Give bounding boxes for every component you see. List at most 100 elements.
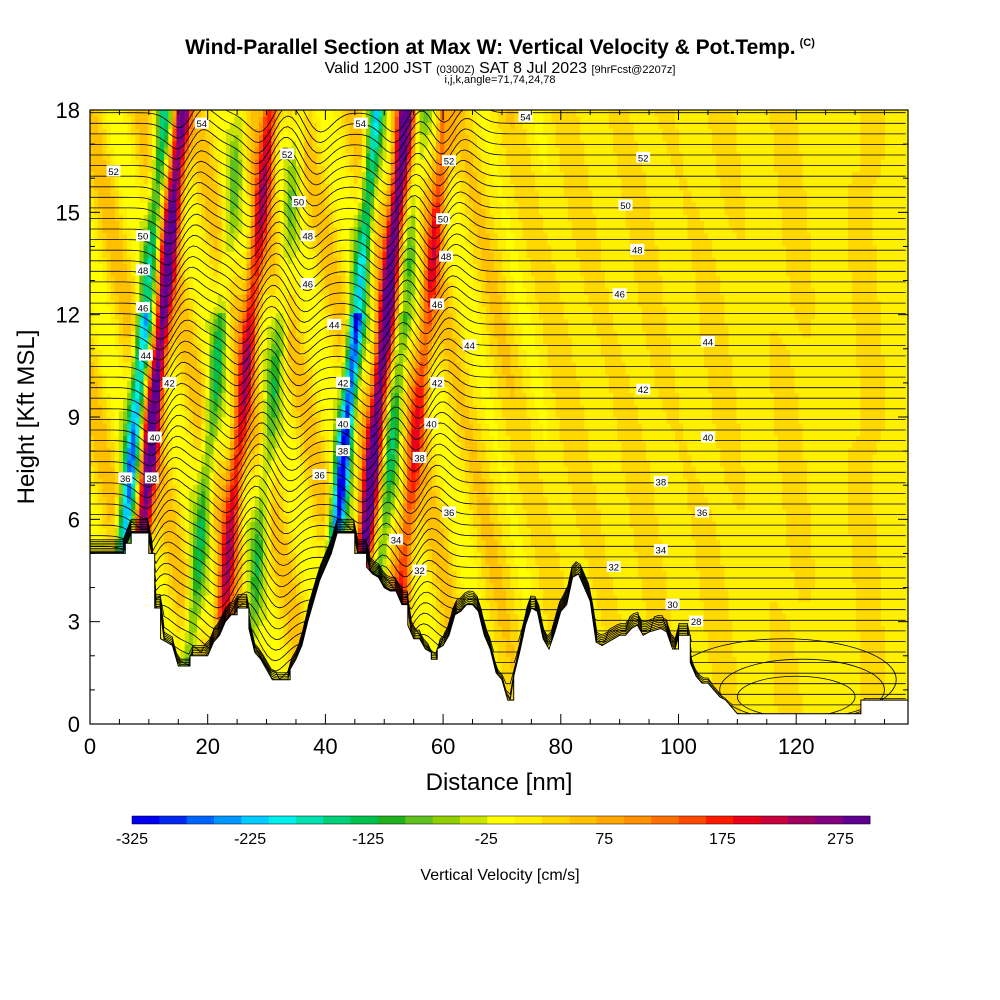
velocity-cell [106, 226, 112, 234]
velocity-cell [238, 306, 243, 314]
velocity-cell [271, 294, 276, 301]
velocity-cell [164, 337, 169, 344]
velocity-cell [164, 122, 169, 129]
velocity-cell [127, 153, 132, 160]
velocity-cell [160, 484, 165, 492]
velocity-cell [90, 189, 95, 197]
velocity-cell [287, 417, 293, 424]
velocity-cell [102, 533, 108, 541]
velocity-cell [205, 558, 210, 565]
velocity-cell [180, 552, 186, 559]
velocity-cell [143, 429, 149, 436]
velocity-cell [98, 165, 103, 172]
velocity-cell [143, 496, 149, 504]
velocity-cell [213, 441, 219, 449]
velocity-cell [225, 202, 231, 209]
velocity-cell [193, 595, 198, 602]
velocity-cell [254, 417, 260, 424]
velocity-cell [197, 631, 202, 639]
velocity-cell [246, 552, 252, 559]
velocity-cell [221, 447, 227, 455]
velocity-cell [172, 466, 178, 473]
velocity-cell [254, 134, 260, 142]
velocity-cell [254, 447, 260, 455]
velocity-cell [217, 355, 223, 363]
velocity-cell [258, 576, 264, 584]
velocity-cell [110, 288, 116, 295]
velocity-cell [135, 159, 140, 166]
velocity-cell [209, 159, 215, 166]
velocity-cell [234, 404, 239, 412]
velocity-cell [213, 159, 219, 166]
velocity-cell [160, 177, 165, 185]
velocity-cell [131, 171, 136, 179]
velocity-cell [155, 214, 161, 222]
velocity-cell [131, 460, 136, 467]
velocity-cell [127, 208, 132, 215]
velocity-cell [98, 398, 103, 406]
velocity-cell [143, 374, 149, 381]
velocity-cell [102, 435, 108, 443]
velocity-cell [160, 466, 165, 473]
velocity-cell [106, 417, 112, 424]
velocity-cell [131, 245, 136, 252]
velocity-cell [94, 417, 99, 424]
velocity-cell [98, 220, 103, 228]
velocity-cell [90, 490, 95, 498]
velocity-cell [90, 386, 95, 393]
velocity-cell [98, 159, 103, 166]
velocity-cell [151, 153, 157, 160]
velocity-cell [127, 263, 132, 271]
velocity-cell [287, 484, 293, 492]
velocity-cell [221, 503, 227, 510]
velocity-cell [139, 122, 145, 129]
velocity-cell [205, 435, 210, 443]
velocity-cell [279, 595, 285, 602]
velocity-cell [123, 196, 128, 203]
velocity-cell [209, 269, 215, 277]
section-params: i,j,k,angle=71,74,24,78 [0, 74, 1000, 86]
velocity-cell [155, 349, 161, 357]
velocity-cell [90, 361, 95, 369]
velocity-cell [139, 460, 145, 467]
velocity-cell [135, 281, 140, 289]
velocity-cell [180, 576, 186, 584]
velocity-cell [221, 576, 227, 584]
velocity-cell [106, 122, 112, 129]
velocity-cell [127, 232, 132, 240]
velocity-cell [168, 202, 173, 209]
velocity-cell [147, 245, 153, 252]
velocity-cell [147, 545, 153, 553]
velocity-cell [283, 447, 289, 455]
velocity-cell [147, 423, 153, 430]
velocity-cell [246, 349, 252, 357]
velocity-cell [123, 232, 128, 240]
velocity-cell [160, 558, 165, 565]
velocity-cell [151, 460, 157, 467]
velocity-cell [155, 300, 161, 307]
velocity-cell [197, 576, 202, 584]
velocity-cell [271, 331, 276, 338]
velocity-cell [164, 503, 169, 510]
velocity-cell [94, 110, 99, 117]
velocity-cell [283, 171, 289, 179]
velocity-cell [102, 116, 108, 123]
velocity-cell [283, 435, 289, 443]
velocity-cell [275, 312, 281, 320]
velocity-cell [254, 110, 260, 117]
velocity-cell [160, 128, 165, 136]
velocity-cell [90, 146, 95, 154]
velocity-cell [188, 355, 194, 363]
velocity-cell [143, 165, 149, 172]
velocity-cell [279, 472, 285, 479]
velocity-cell [135, 153, 140, 160]
velocity-cell [271, 257, 276, 265]
velocity-cell [172, 625, 178, 633]
velocity-cell [102, 294, 108, 301]
velocity-cell [127, 275, 132, 283]
velocity-cell [246, 232, 252, 240]
velocity-cell [217, 588, 223, 596]
velocity-cell [197, 165, 202, 172]
velocity-cell [230, 417, 235, 424]
velocity-cell [90, 337, 95, 344]
